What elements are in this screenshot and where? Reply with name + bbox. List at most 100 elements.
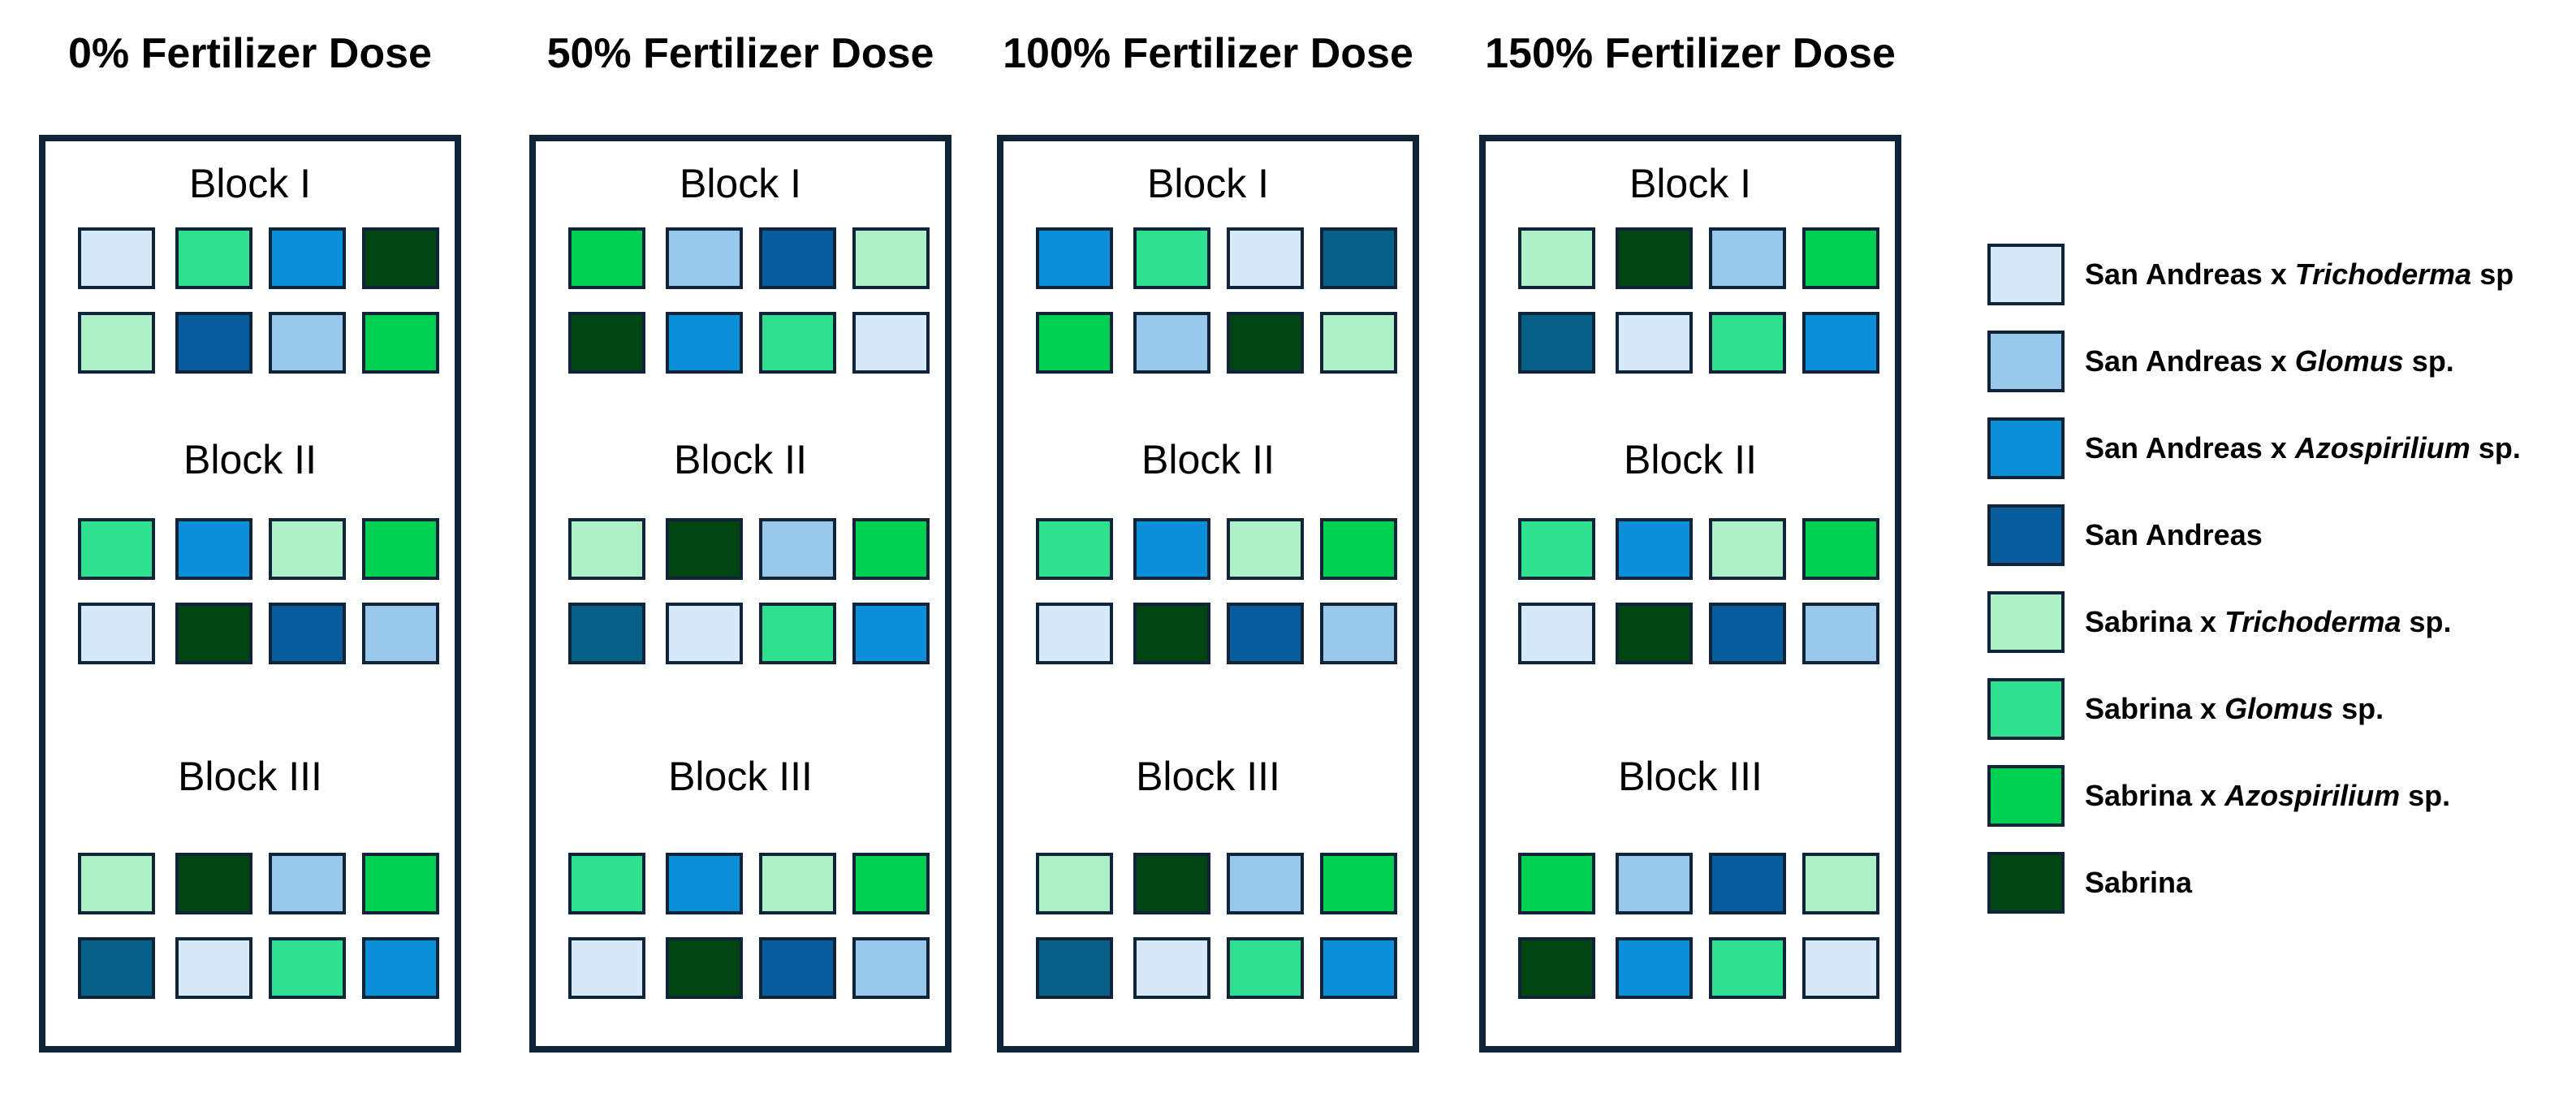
block-label: Block III bbox=[668, 754, 813, 799]
legend-label-prefix: San Andreas x bbox=[2085, 431, 2295, 465]
block-label: Block III bbox=[178, 754, 322, 799]
plot-cell bbox=[1616, 853, 1693, 914]
dose-title: 0% Fertilizer Dose bbox=[68, 30, 432, 77]
plot-cell bbox=[1518, 227, 1595, 289]
legend-label-species: Glomus bbox=[2294, 344, 2404, 378]
plot-cell bbox=[362, 227, 439, 289]
plot-cell bbox=[759, 518, 836, 580]
plot-cell bbox=[1518, 312, 1595, 374]
legend-label: Sabrina x Glomus sp. bbox=[2085, 678, 2384, 740]
plot-cell bbox=[1133, 937, 1210, 999]
legend-label-suffix: sp. bbox=[2333, 692, 2384, 725]
plot-cell bbox=[1709, 853, 1786, 914]
plot-cell bbox=[568, 518, 645, 580]
legend-swatch bbox=[1987, 852, 2065, 914]
legend-label-suffix: sp bbox=[2471, 257, 2514, 291]
plot-cell bbox=[362, 937, 439, 999]
legend-label-prefix: Sabrina x bbox=[2085, 605, 2225, 638]
block-label: Block II bbox=[1624, 437, 1757, 482]
dose-panel: Block I Block II Block III bbox=[1479, 135, 1901, 1053]
legend-label: San Andreas x Glomus sp. bbox=[2085, 331, 2454, 392]
plot-cell bbox=[852, 227, 930, 289]
plot-cell bbox=[1518, 937, 1595, 999]
legend-item: Sabrina x Glomus sp. bbox=[1987, 678, 2572, 743]
plot-cell bbox=[78, 937, 155, 999]
plot-cell bbox=[1133, 603, 1210, 664]
legend-item: San Andreas bbox=[1987, 504, 2572, 569]
plot-cell bbox=[362, 312, 439, 374]
plot-cell bbox=[1320, 312, 1397, 374]
plot-cell bbox=[175, 937, 252, 999]
plot-cell bbox=[1133, 853, 1210, 914]
plot-cell bbox=[568, 603, 645, 664]
plot-cell bbox=[1802, 603, 1879, 664]
legend-item: San Andreas x Azospirilium sp. bbox=[1987, 417, 2572, 482]
legend-label: Sabrina x Azospirilium sp. bbox=[2085, 765, 2450, 827]
block-label: Block I bbox=[1629, 161, 1752, 206]
plot-cell bbox=[1227, 853, 1304, 914]
legend-swatch bbox=[1987, 331, 2065, 392]
plot-cell bbox=[1616, 603, 1693, 664]
plot-cell bbox=[175, 227, 252, 289]
plot-cell bbox=[1616, 312, 1693, 374]
dose-panel: Block I Block II Block III bbox=[997, 135, 1419, 1053]
plot-cell bbox=[175, 312, 252, 374]
legend-swatch bbox=[1987, 765, 2065, 827]
plot-cell bbox=[1227, 603, 1304, 664]
plot-cell bbox=[1616, 227, 1693, 289]
plot-cell bbox=[175, 603, 252, 664]
plot-cell bbox=[759, 603, 836, 664]
plot-cell bbox=[1036, 937, 1113, 999]
dose-panel: Block I Block II Block III bbox=[39, 135, 461, 1053]
plot-cell bbox=[1709, 312, 1786, 374]
plot-cell bbox=[1616, 937, 1693, 999]
plot-cell bbox=[1227, 937, 1304, 999]
block-label: Block I bbox=[1146, 161, 1270, 206]
plot-cell bbox=[1133, 227, 1210, 289]
plot-cell bbox=[666, 853, 743, 914]
plot-cell bbox=[1227, 227, 1304, 289]
plot-cell bbox=[1709, 518, 1786, 580]
legend-label-prefix: San Andreas x bbox=[2085, 344, 2295, 378]
legend-label-species: Trichoderma bbox=[2224, 605, 2401, 638]
plot-cell bbox=[78, 312, 155, 374]
plot-cell bbox=[852, 603, 930, 664]
plot-cell bbox=[666, 603, 743, 664]
legend-label-suffix: sp. bbox=[2470, 431, 2521, 465]
plot-cell bbox=[568, 853, 645, 914]
plot-cell bbox=[269, 227, 346, 289]
plot-cell bbox=[269, 312, 346, 374]
plot-cell bbox=[175, 853, 252, 914]
legend-label: Sabrina x Trichoderma sp. bbox=[2085, 591, 2452, 653]
legend-item: San Andreas x Trichoderma sp bbox=[1987, 244, 2572, 309]
legend-label-prefix: Sabrina bbox=[2085, 866, 2193, 899]
legend-swatch bbox=[1987, 591, 2065, 653]
legend-label-suffix: sp. bbox=[2403, 344, 2454, 378]
dose-title: 150% Fertilizer Dose bbox=[1485, 30, 1896, 77]
plot-cell bbox=[1036, 603, 1113, 664]
plot-cell bbox=[269, 518, 346, 580]
plot-cell bbox=[1802, 853, 1879, 914]
plot-cell bbox=[1227, 518, 1304, 580]
dose-panel: Block I Block II Block III bbox=[529, 135, 951, 1053]
legend-label-prefix: San Andreas x bbox=[2085, 257, 2295, 291]
plot-cell bbox=[1518, 603, 1595, 664]
plot-cell bbox=[1036, 312, 1113, 374]
block-label: Block II bbox=[1141, 437, 1275, 482]
plot-cell bbox=[362, 603, 439, 664]
plot-cell bbox=[269, 603, 346, 664]
dose-title: 50% Fertilizer Dose bbox=[546, 30, 934, 77]
plot-cell bbox=[1709, 227, 1786, 289]
plot-cell bbox=[78, 603, 155, 664]
legend-swatch bbox=[1987, 504, 2065, 566]
legend-label: San Andreas x Azospirilium sp. bbox=[2085, 417, 2521, 479]
plot-cell bbox=[759, 227, 836, 289]
plot-cell bbox=[1518, 853, 1595, 914]
legend-item: San Andreas x Glomus sp. bbox=[1987, 331, 2572, 396]
block-label: Block II bbox=[183, 437, 317, 482]
plot-cell bbox=[1320, 853, 1397, 914]
plot-cell bbox=[759, 937, 836, 999]
legend-label-prefix: Sabrina x bbox=[2085, 692, 2225, 725]
plot-cell bbox=[1320, 937, 1397, 999]
plot-cell bbox=[175, 518, 252, 580]
